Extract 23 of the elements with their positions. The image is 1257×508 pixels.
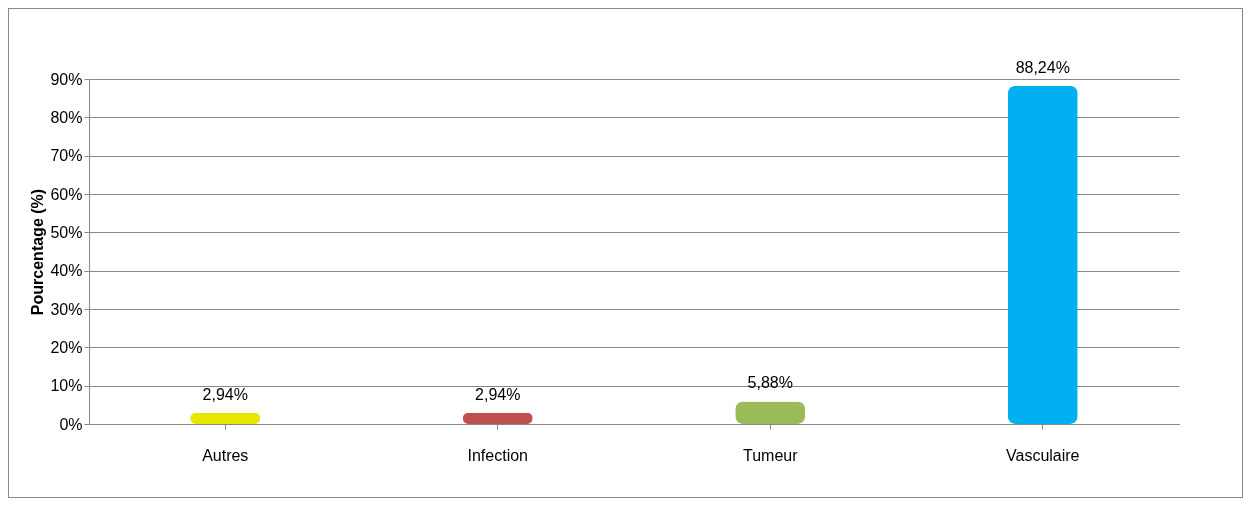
data-label: 2,94% bbox=[202, 385, 248, 403]
y-tick-label: 10% bbox=[50, 377, 83, 395]
x-tick-label: Vasculaire bbox=[1005, 446, 1080, 464]
y-tick-label: 20% bbox=[50, 338, 83, 356]
y-tick-label: 0% bbox=[59, 415, 83, 433]
data-label: 2,94% bbox=[475, 385, 521, 403]
y-tick-label: 90% bbox=[50, 70, 83, 88]
bar bbox=[190, 412, 261, 424]
data-label: 5,88% bbox=[747, 374, 793, 392]
y-tick-label: 50% bbox=[50, 223, 83, 241]
bar bbox=[462, 412, 533, 424]
data-label: 88,24% bbox=[1015, 58, 1070, 76]
y-tick-label: 60% bbox=[50, 185, 83, 203]
x-tick-label: Tumeur bbox=[742, 446, 799, 464]
y-tick-label: 70% bbox=[50, 147, 83, 165]
bar bbox=[735, 401, 806, 424]
bar bbox=[1007, 85, 1078, 424]
y-tick-label: 80% bbox=[50, 108, 83, 126]
y-axis-title: Pourcentage (%) bbox=[29, 188, 47, 316]
x-tick-label: Autres bbox=[202, 446, 249, 464]
x-tick-label: Infection bbox=[467, 446, 528, 464]
y-tick-label: 40% bbox=[50, 262, 83, 280]
y-tick-label: 30% bbox=[50, 300, 83, 318]
